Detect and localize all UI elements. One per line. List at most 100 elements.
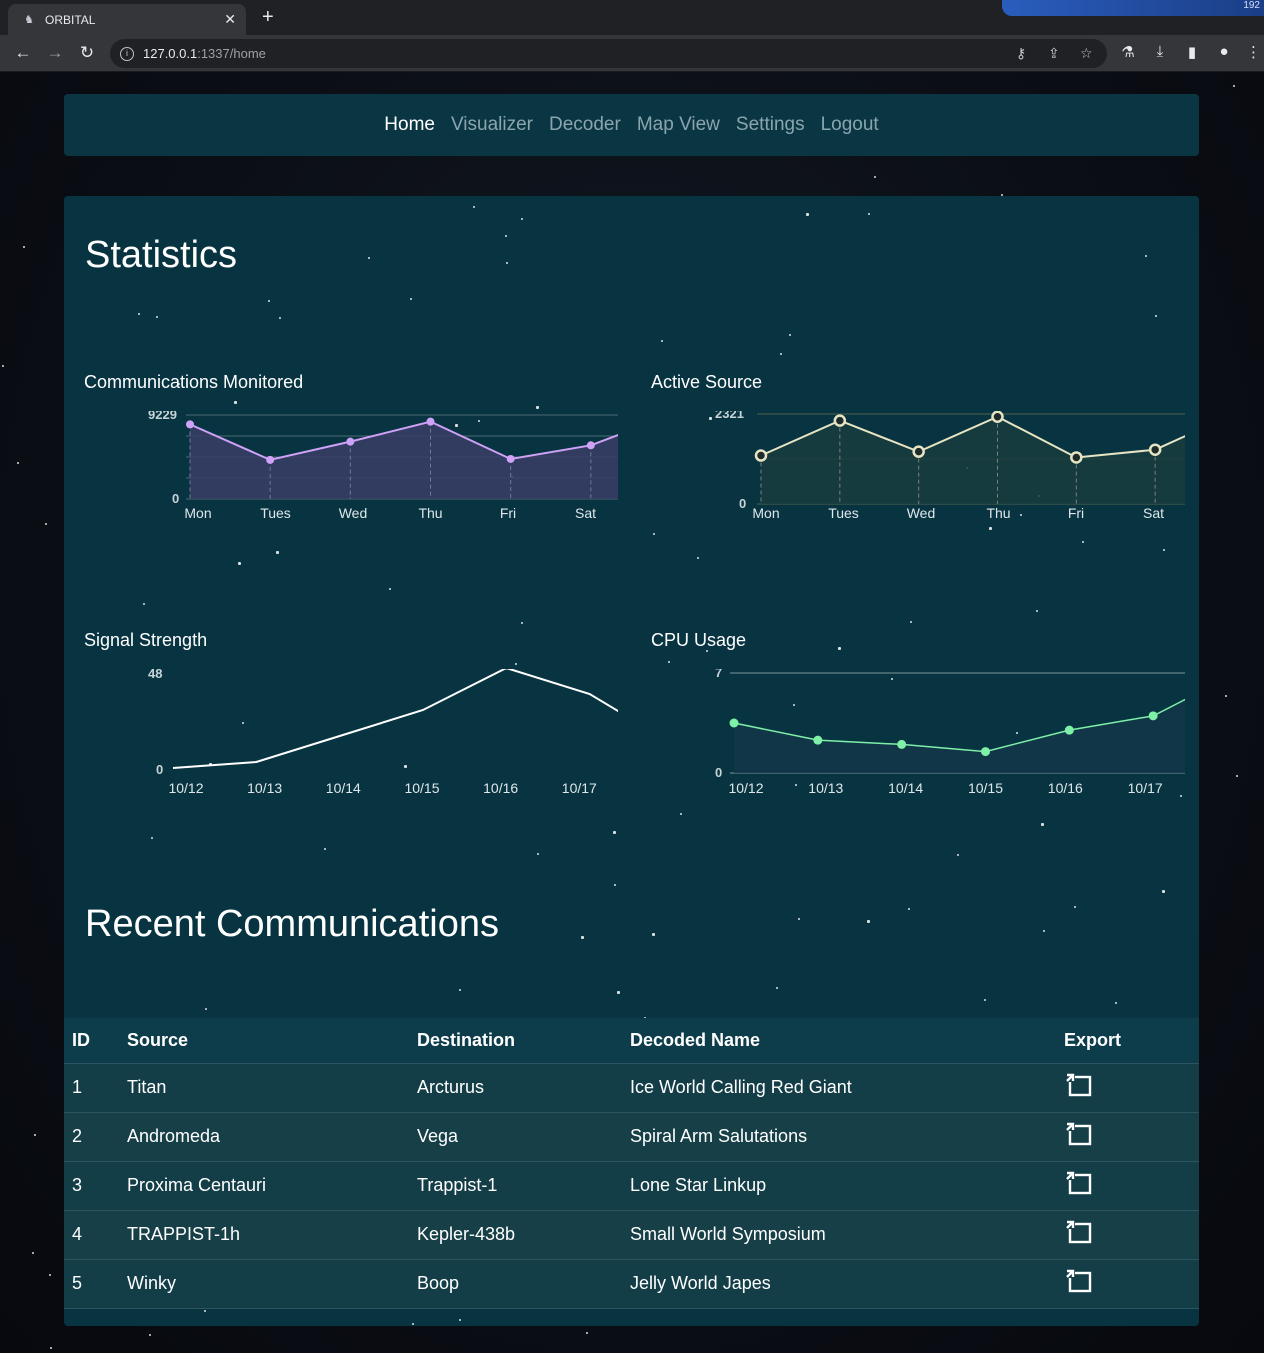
- star: [537, 853, 539, 855]
- nav-visualizer[interactable]: Visualizer: [450, 114, 533, 135]
- col-export-header: Export: [1064, 1018, 1199, 1064]
- star: [478, 420, 480, 422]
- series-line: [172, 669, 618, 769]
- star: [697, 557, 699, 559]
- star: [32, 1252, 34, 1254]
- x-tick-label: 10/17: [1128, 780, 1163, 796]
- x-tick-label: Mon: [184, 505, 211, 521]
- browser-tab[interactable]: ♞ ORBITAL ✕: [8, 4, 246, 35]
- cell-id: 1: [64, 1063, 127, 1113]
- x-tick-label: 10/17: [562, 780, 597, 796]
- signal-chart-title: Signal Strength: [84, 630, 208, 650]
- menu-kebab-icon[interactable]: ⋮: [1246, 44, 1261, 61]
- labs-flask-icon[interactable]: ⚗: [1121, 44, 1135, 61]
- star: [586, 1332, 588, 1334]
- star: [668, 661, 670, 663]
- x-tick-label: Mon: [752, 505, 779, 521]
- star: [661, 340, 663, 342]
- export-icon[interactable]: [1064, 1219, 1094, 1245]
- export-icon[interactable]: [1064, 1170, 1094, 1196]
- nav-settings[interactable]: Settings: [735, 114, 805, 135]
- star: [1236, 775, 1238, 777]
- address-bar[interactable]: i 127.0.0.1:1337/home ⚷ ⇪ ☆: [110, 39, 1107, 68]
- key-icon[interactable]: ⚷: [1016, 45, 1027, 61]
- url-path: :1337/home: [197, 46, 266, 61]
- x-tick-label: 10/12: [728, 780, 763, 796]
- data-point: [506, 454, 515, 463]
- star: [505, 235, 507, 237]
- star: [459, 1319, 461, 1321]
- star: [984, 999, 986, 1001]
- nav-home[interactable]: Home: [384, 114, 435, 135]
- col-source-header: Source: [127, 1018, 417, 1064]
- x-tick-label: 10/16: [1048, 780, 1083, 796]
- export-icon[interactable]: [1064, 1072, 1094, 1098]
- new-tab-icon[interactable]: +: [262, 6, 274, 28]
- star: [617, 991, 620, 994]
- export-icon[interactable]: [1064, 1268, 1094, 1294]
- star: [34, 1134, 36, 1136]
- star: [23, 246, 25, 248]
- reload-icon[interactable]: ↻: [79, 43, 95, 62]
- star: [279, 317, 281, 319]
- cell-export: [1064, 1112, 1199, 1162]
- cell-source: Winky: [127, 1259, 417, 1309]
- cell-export: [1064, 1259, 1199, 1309]
- star: [49, 1274, 51, 1276]
- cell-destination: Boop: [417, 1259, 630, 1309]
- cell-export: [1064, 1210, 1199, 1260]
- export-icon[interactable]: [1064, 1121, 1094, 1147]
- back-arrow-icon[interactable]: ←: [14, 43, 32, 62]
- nav-map-view[interactable]: Map View: [636, 114, 720, 135]
- bookmark-star-icon[interactable]: ☆: [1080, 45, 1093, 61]
- cell-decoded-name: Lone Star Linkup: [630, 1161, 1064, 1211]
- star: [521, 622, 523, 624]
- data-point: [186, 420, 194, 429]
- cell-source: TRAPPIST-1h: [127, 1210, 417, 1260]
- statistics-heading: Statistics: [85, 234, 238, 276]
- star: [238, 562, 241, 565]
- star: [1001, 194, 1003, 196]
- table-row: 3 Proxima Centauri Trappist-1 Lone Star Lin…: [64, 1161, 1199, 1211]
- star: [793, 704, 795, 706]
- y-tick-label: 2321: [715, 411, 744, 421]
- star: [149, 1334, 151, 1336]
- table-header-row: ID Source Destination Decoded Name Expor…: [64, 1018, 1199, 1064]
- nav-decoder[interactable]: Decoder: [549, 114, 621, 135]
- col-destination-header: Destination: [417, 1018, 630, 1064]
- y-tick-label: 7: [715, 669, 722, 680]
- star: [459, 989, 461, 991]
- comms-chart: 92290MonTuesWedThuFriSatSun: [148, 411, 618, 521]
- data-point: [426, 417, 435, 426]
- cell-destination: Vega: [417, 1112, 630, 1162]
- data-point: [981, 747, 990, 757]
- x-tick-label: Wed: [339, 505, 368, 521]
- y-tick-label: 0: [715, 765, 722, 780]
- star: [410, 298, 412, 300]
- side-panel-icon[interactable]: ▮: [1187, 44, 1197, 61]
- download-icon[interactable]: ⤓: [1156, 43, 1164, 60]
- top-navbar: Home Visualizer Decoder Map View Setting…: [64, 94, 1199, 156]
- profile-avatar-icon[interactable]: ●: [1219, 43, 1229, 60]
- data-point: [266, 455, 275, 464]
- star: [838, 647, 841, 650]
- star: [989, 527, 992, 530]
- site-info-icon[interactable]: i: [120, 46, 134, 61]
- data-point: [729, 718, 739, 728]
- share-icon[interactable]: ⇪: [1048, 45, 1060, 61]
- data-point: [754, 449, 768, 462]
- data-point: [1064, 725, 1074, 735]
- star: [324, 848, 326, 850]
- star: [680, 813, 682, 815]
- forward-arrow-icon[interactable]: →: [46, 43, 64, 62]
- star: [1020, 514, 1022, 516]
- nav-logout[interactable]: Logout: [820, 114, 879, 135]
- star: [1162, 890, 1165, 893]
- star: [151, 837, 153, 839]
- star: [368, 257, 370, 259]
- star: [1180, 795, 1182, 797]
- close-tab-icon[interactable]: ✕: [224, 11, 236, 27]
- data-point: [912, 445, 925, 458]
- star: [1043, 930, 1045, 932]
